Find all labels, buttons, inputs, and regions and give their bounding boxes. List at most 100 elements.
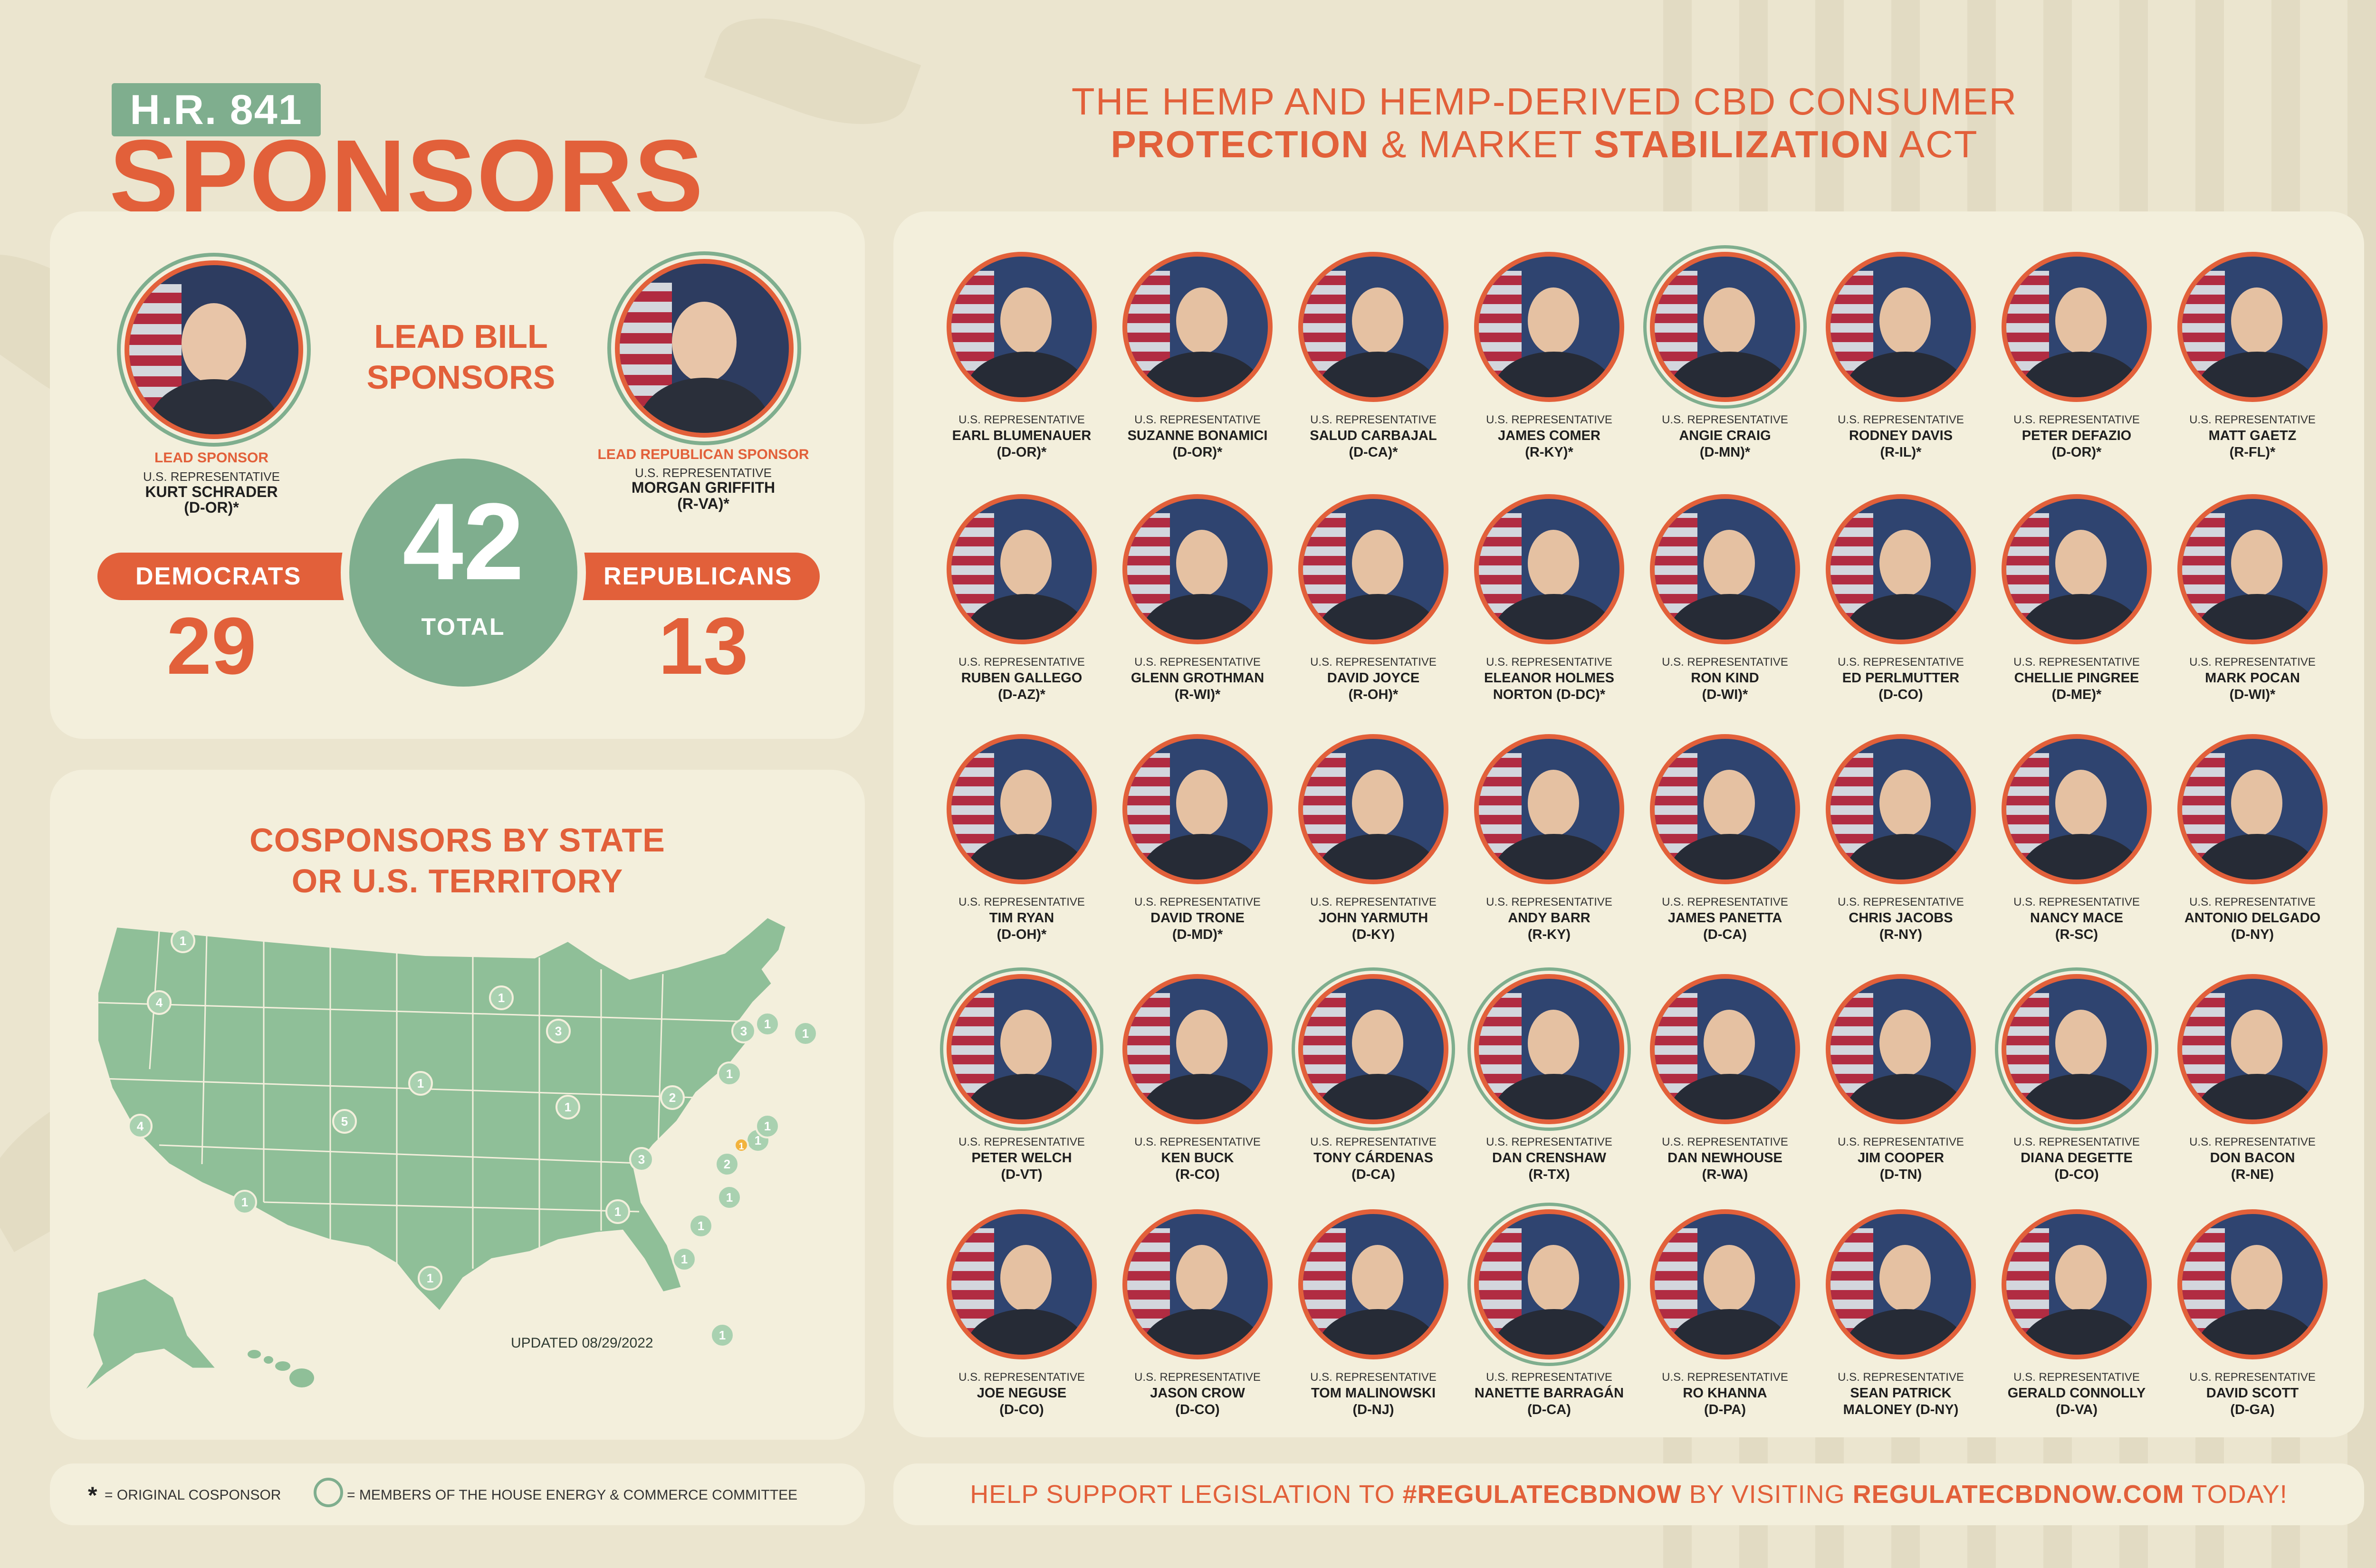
member-name: EARL BLUMENAUER [952,428,1092,443]
state-marker-oh [660,1085,685,1110]
member-name: JASON CROW [1150,1386,1245,1401]
member-party: (R-WI)* [1174,687,1221,702]
border-line [263,1201,640,1213]
act-title-line1: THE HEMP AND HEMP-DERIVED CBD CONSUMER [1071,80,2018,123]
member-photo [947,494,1097,644]
state-marker-mn [489,985,514,1010]
member-name: GLENN GROTHMAN [1131,670,1265,686]
member-name: RO KHANNA [1683,1386,1767,1401]
head-shape [2055,1245,2107,1311]
member-party: (D-CO) [1175,1402,1220,1417]
head-shape [1000,287,1052,354]
member-title: U.S. REPRESENTATIVE [958,413,1085,426]
member-photo [1298,494,1448,644]
head-shape [1704,1010,1755,1076]
member-party: (D-CO) [1878,687,1923,702]
member-title: U.S. REPRESENTATIVE [958,1371,1085,1384]
member-name: RODNEY DAVIS [1849,428,1953,443]
member-photo [1650,734,1800,884]
call-to-action: HELP SUPPORT LEGISLATION TO #REGULATECBD… [893,1463,2364,1525]
head-shape [1352,287,1403,354]
member-party: (R-KY) [1527,927,1571,942]
member-party: (D-CA) [1527,1402,1571,1417]
member-name: ANTONIO DELGADO [2184,910,2321,926]
member-name: CHRIS JACOBS [1849,910,1953,926]
member-card: U.S. REPRESENTATIVE EARL BLUMENAUER (D-OR)… [934,252,1110,489]
head-shape [1528,287,1579,354]
head-shape [1704,1245,1755,1311]
head-shape [1000,770,1052,836]
member-card: U.S. REPRESENTATIVE JAMES COMER (R-KY)* [1461,252,1637,489]
member-name: MARK POCAN [2205,670,2300,686]
member-title: U.S. REPRESENTATIVE [1838,1371,1964,1384]
map-title: COSPONSORS BY STATE OR U.S. TERRITORY [50,820,865,901]
member-title: U.S. REPRESENTATIVE [1134,1136,1261,1148]
lead-sponsor-party: (D-OR)* [184,499,239,516]
member-party: (R-TX) [1528,1167,1570,1182]
member-card: U.S. REPRESENTATIVE JOHN YARMUTH (D-KY) [1285,734,1461,972]
head-shape [1352,530,1403,596]
state-marker-pa [717,1061,742,1086]
head-shape [1176,770,1227,836]
member-card: U.S. REPRESENTATIVE DAVID SCOTT (D-GA) [2165,1209,2340,1447]
member-photo [1474,494,1624,644]
state-count-dc: 1 [738,1141,744,1152]
member-name: PETER WELCH [971,1150,1072,1166]
lead-republican-name: MORGAN GRIFFITH [631,479,776,496]
member-party: (D-WI)* [1702,687,1748,702]
member-party: (D-AZ)* [998,687,1045,702]
act-title-act: ACT [1889,123,1978,165]
total-count: 42 [402,480,524,602]
state-borders [97,931,749,1269]
member-name: MATT GAETZ [2208,428,2297,443]
state-marker-me [793,1021,818,1046]
member-card: U.S. REPRESENTATIVE RO KHANNA (D-PA) [1637,1209,1813,1447]
member-title: U.S. REPRESENTATIVE [1662,656,1788,669]
member-photo [1474,734,1624,884]
member-card: U.S. REPRESENTATIVE PETER WELCH (D-VT) [934,974,1110,1212]
state-marker-il [556,1095,580,1119]
hawaii-shape [248,1350,314,1387]
alaska-shape [82,1277,218,1393]
member-name-line2: MALONEY (D-NY) [1843,1402,1959,1417]
member-name: TOM MALINOWSKI [1311,1386,1436,1401]
member-card: U.S. REPRESENTATIVE SEAN PATRICK MALONEY (… [1813,1209,1989,1447]
member-photo [2002,974,2152,1124]
member-party: (D-MD)* [1172,927,1223,942]
member-title: U.S. REPRESENTATIVE [958,1136,1085,1148]
state-count-ga: 1 [681,1252,688,1266]
member-party: (R-IL)* [1880,445,1922,460]
state-marker-fl [710,1323,735,1348]
member-photo [2177,494,2328,644]
member-photo [2177,734,2328,884]
head-shape [2231,1245,2282,1311]
state-count-wa: 1 [180,934,186,948]
member-title: U.S. REPRESENTATIVE [1486,656,1612,669]
state-count-mn: 1 [498,991,505,1005]
member-name-line2: NORTON (D-DC)* [1493,687,1606,702]
cta-link[interactable]: REGULATECBDNOW.COM [1852,1480,2184,1509]
member-card: U.S. REPRESENTATIVE RODNEY DAVIS (R-IL)* [1813,252,1989,489]
member-name: DON BACON [2210,1150,2295,1166]
member-card: U.S. REPRESENTATIVE GERALD CONNOLLY (D-VA) [1989,1209,2165,1447]
member-name: JOHN YARMUTH [1318,910,1428,926]
state-marker-dc [734,1138,749,1153]
legend-committee: = MEMBERS OF THE HOUSE ENERGY & COMMERCE… [347,1487,798,1503]
member-title: U.S. REPRESENTATIVE [2189,1136,2316,1148]
state-count-tx: 1 [427,1271,433,1285]
republicans-label: REPUBLICANS [604,563,793,590]
member-photo [1474,974,1624,1124]
head-shape [1176,287,1227,354]
member-party: (D-CO) [999,1402,1044,1417]
lead-republican-photo [615,259,794,438]
member-photo [1122,734,1273,884]
member-name: SUZANNE BONAMICI [1127,428,1268,443]
member-name: SEAN PATRICK [1850,1386,1952,1401]
member-name: RUBEN GALLEGO [961,670,1083,686]
member-photo [1122,494,1273,644]
member-name: JIM COOPER [1857,1150,1945,1166]
state-marker-nc [717,1185,742,1210]
state-count-ny: 3 [740,1024,747,1038]
state-count-az: 1 [241,1195,248,1209]
